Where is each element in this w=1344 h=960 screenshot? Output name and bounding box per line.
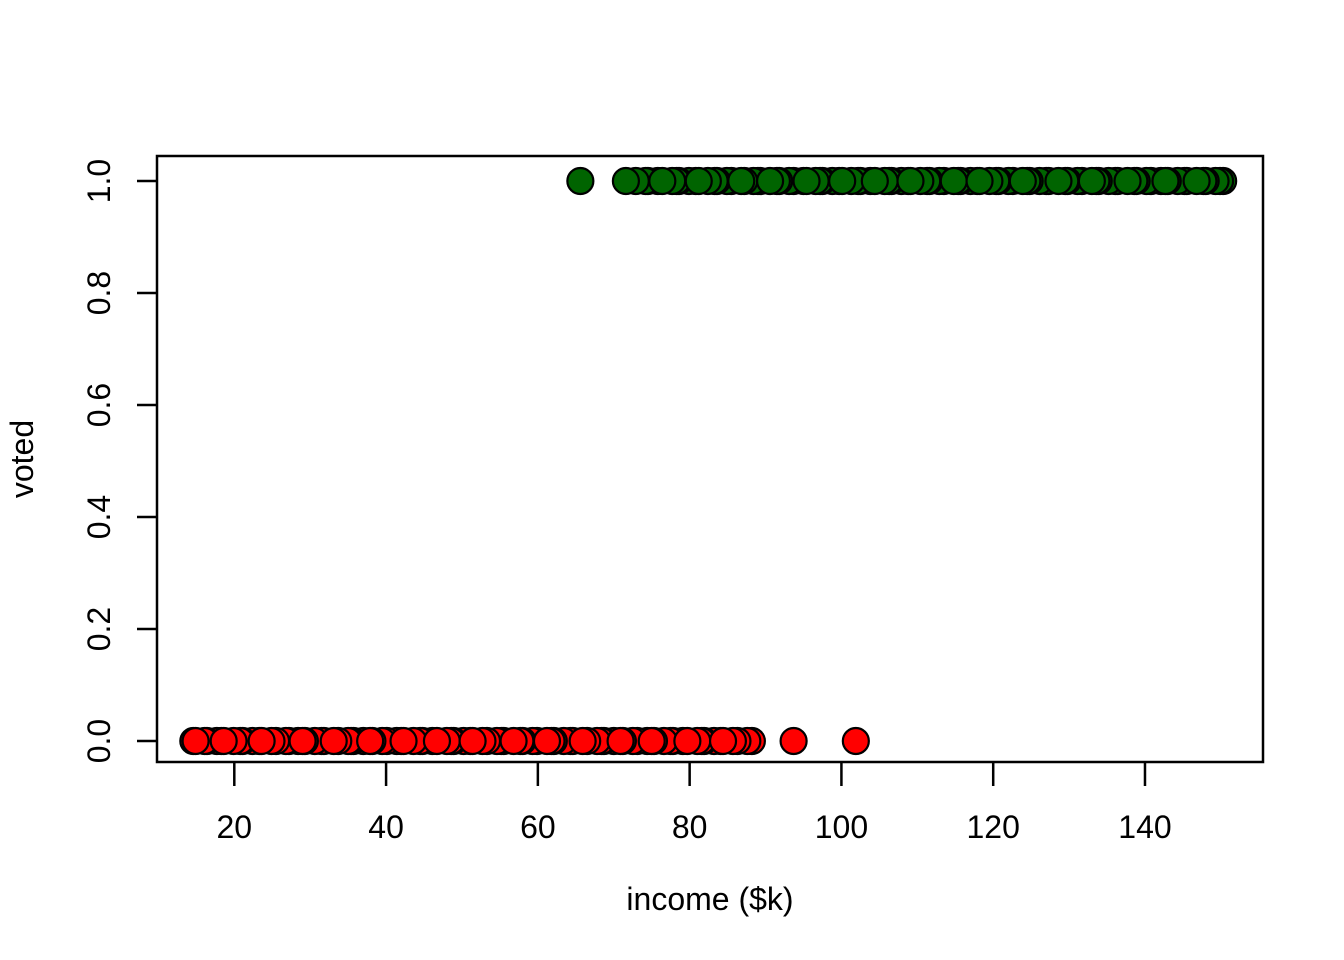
data-point — [1151, 166, 1180, 196]
x-tick-label: 60 — [520, 809, 556, 845]
data-point — [1182, 166, 1211, 196]
x-tick-label: 100 — [815, 809, 868, 845]
data-point — [389, 726, 418, 756]
y-tick-label: 0.0 — [81, 719, 117, 763]
data-point — [209, 726, 238, 756]
data-point — [684, 166, 713, 196]
data-point — [727, 166, 756, 196]
y-axis-label: voted — [4, 420, 40, 498]
data-point — [1113, 166, 1142, 196]
y-tick-label: 0.4 — [81, 495, 117, 539]
data-point — [319, 726, 348, 756]
data-point — [648, 166, 677, 196]
data-point — [896, 166, 925, 196]
x-axis-ticks: 20 40 60 80 100 120 140 — [217, 762, 1172, 845]
y-tick-label: 1.0 — [81, 159, 117, 203]
data-point — [288, 726, 317, 756]
x-tick-label: 80 — [672, 809, 708, 845]
y-axis-ticks: 0.0 0.2 0.4 0.6 0.8 1.0 — [81, 159, 157, 763]
data-point — [1008, 166, 1037, 196]
data-point — [247, 726, 276, 756]
data-point — [965, 166, 994, 196]
plot-border — [155, 154, 1265, 764]
data-point — [611, 166, 640, 196]
x-tick-label: 120 — [967, 809, 1020, 845]
data-point — [1044, 166, 1073, 196]
data-point — [181, 726, 210, 756]
data-point — [708, 726, 738, 756]
x-tick-label: 40 — [368, 809, 404, 845]
data-point — [566, 166, 595, 196]
data-point — [568, 726, 597, 756]
data-point — [779, 726, 808, 756]
data-point — [841, 726, 870, 756]
data-point — [637, 726, 666, 756]
data-point — [458, 726, 487, 756]
y-tick-label: 0.6 — [81, 383, 117, 427]
data-point — [828, 166, 857, 196]
x-tick-label: 140 — [1118, 809, 1171, 845]
data-point — [792, 166, 821, 196]
data-points — [179, 166, 1238, 756]
y-tick-label: 0.2 — [81, 607, 117, 651]
x-tick-label: 20 — [217, 809, 253, 845]
data-point — [356, 726, 385, 756]
data-point — [673, 726, 702, 756]
data-point — [1077, 166, 1106, 196]
x-axis-label: income ($k) — [626, 881, 793, 917]
data-point — [860, 166, 889, 196]
data-point — [532, 726, 562, 756]
data-point — [422, 726, 452, 756]
data-point — [606, 726, 635, 756]
data-point — [755, 166, 785, 196]
data-point — [499, 726, 528, 756]
data-point — [939, 166, 968, 196]
y-tick-label: 0.8 — [81, 271, 117, 315]
